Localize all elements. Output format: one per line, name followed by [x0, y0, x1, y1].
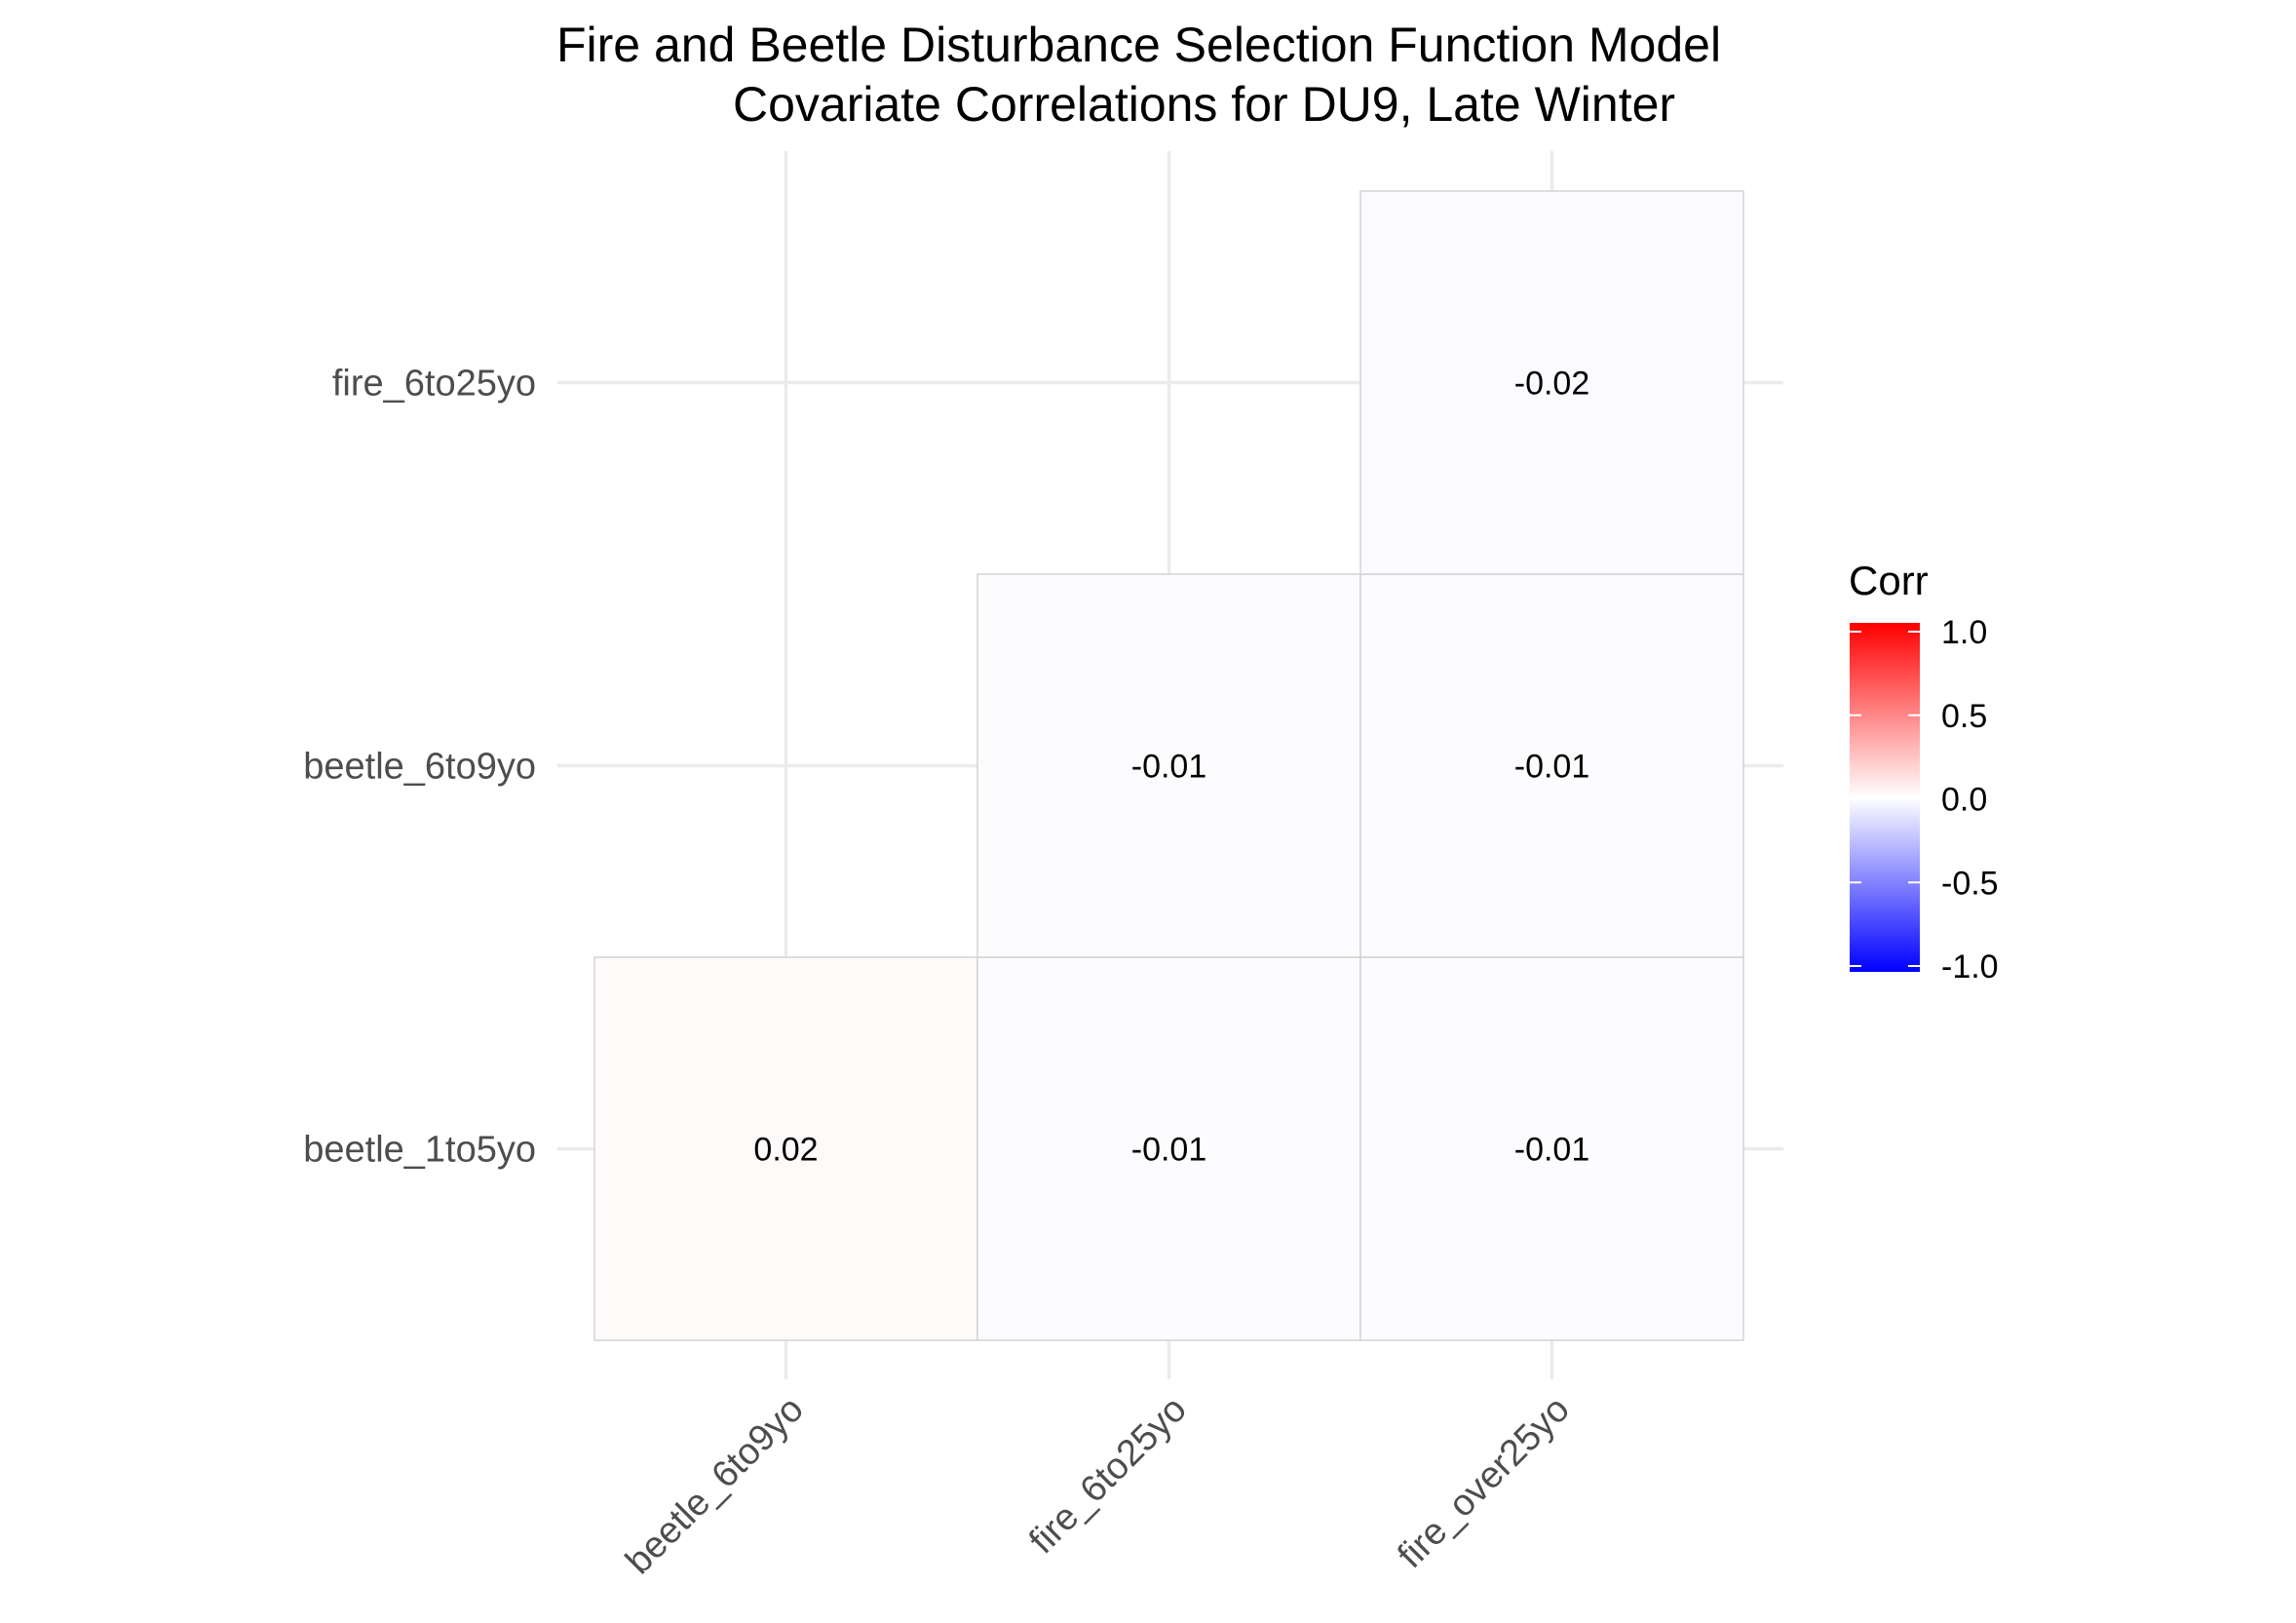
- cell-value-label: -0.01: [1514, 1132, 1590, 1169]
- x-tick-label: beetle_6to9yo: [618, 1389, 812, 1583]
- legend-title: Corr: [1849, 558, 1929, 603]
- y-tick-label: beetle_1to5yo: [303, 1130, 536, 1171]
- legend-tick-label: -0.5: [1941, 865, 1999, 902]
- cell-value-label: -0.01: [1514, 749, 1590, 786]
- heatmap-cells: [593, 190, 1744, 1341]
- heatmap-cell: [1359, 956, 1744, 1341]
- x-tick-label: fire_6to25yo: [1021, 1389, 1195, 1563]
- x-tick-label: fire_over25yo: [1390, 1389, 1578, 1577]
- y-axis-tick-labels: beetle_1to5yo beetle_6to9yo fire_6to25yo: [303, 364, 536, 1171]
- heatmap-cell: [976, 573, 1361, 958]
- cell-value-label: 0.02: [753, 1132, 818, 1169]
- y-tick-label: fire_6to25yo: [332, 364, 536, 405]
- color-legend: Corr 1.0 0.5 0.0 -0.5 -1.0: [1849, 558, 1999, 985]
- legend-tick-label: 0.0: [1941, 782, 1987, 819]
- chart-title-line-1: Fire and Beetle Disturbance Selection Fu…: [556, 18, 1721, 72]
- y-tick-label: beetle_6to9yo: [303, 747, 536, 788]
- cell-value-label: -0.02: [1514, 366, 1590, 403]
- cell-value-label: -0.01: [1131, 749, 1207, 786]
- legend-color-bar: [1850, 623, 1920, 972]
- legend-tick-label: 0.5: [1941, 698, 1987, 735]
- x-axis-tick-labels: beetle_6to9yo fire_6to25yo fire_over25yo: [618, 1389, 1578, 1583]
- cell-value-labels: 0.02 -0.01 -0.01 -0.01 -0.01 -0.02: [753, 366, 1589, 1169]
- heatmap-cell: [1359, 190, 1744, 575]
- heatmap-cell: [593, 956, 978, 1341]
- legend-tick-label: -1.0: [1941, 948, 1999, 985]
- cell-value-label: -0.01: [1131, 1132, 1207, 1169]
- heatmap-cell: [1359, 573, 1744, 958]
- chart-title: Fire and Beetle Disturbance Selection Fu…: [556, 18, 1721, 132]
- chart-title-line-2: Covariate Correlations for DU9, Late Win…: [733, 77, 1675, 132]
- legend-tick-label: 1.0: [1941, 614, 1987, 651]
